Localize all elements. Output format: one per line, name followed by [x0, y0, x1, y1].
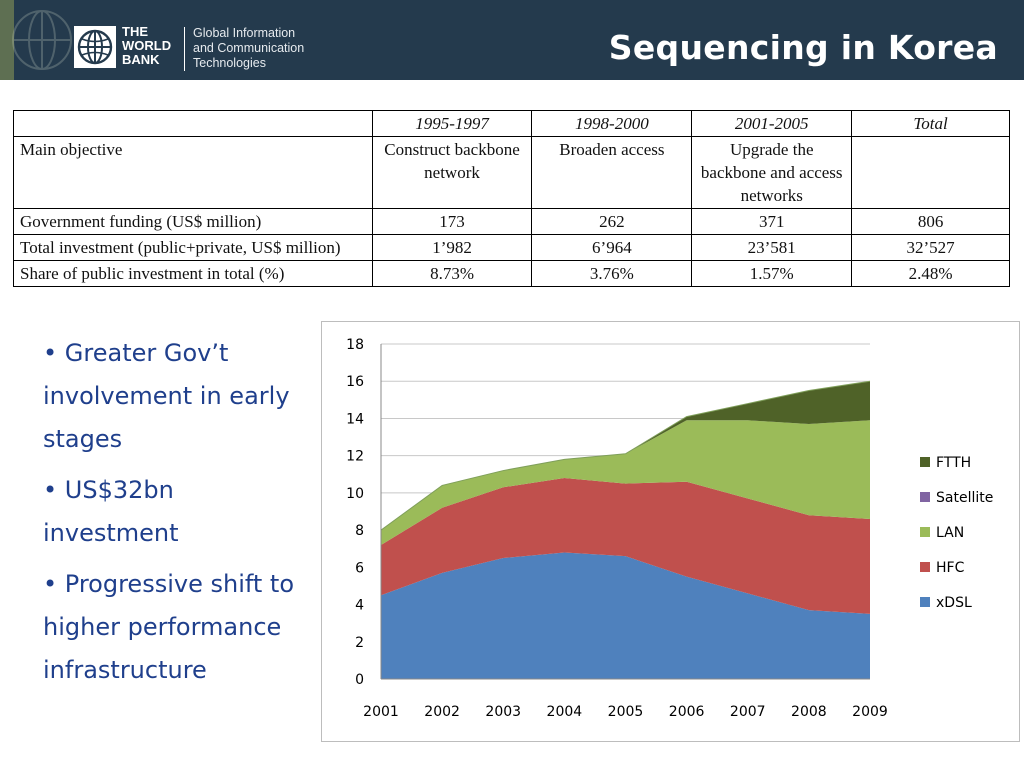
area-series-hfc — [381, 478, 870, 614]
row-label: Share of public investment in total (%) — [13, 260, 373, 287]
y-tick-label: 18 — [346, 337, 364, 353]
legend-swatch-hfc — [920, 562, 930, 572]
chart-canvas: 0 2 4 6 8 10 12 14 16 18 2001 2002 2003 2004 2005 2006 2… — [346, 337, 993, 720]
table-cell: 2.48% — [851, 260, 1010, 287]
x-tick-label: 2001 — [363, 704, 399, 720]
table-header-cell: 2001-2005 — [691, 110, 853, 137]
header-accent-band — [0, 0, 14, 80]
table-cell: 262 — [531, 208, 693, 235]
y-tick-label: 14 — [346, 411, 364, 427]
x-tick-label: 2007 — [730, 704, 766, 720]
table-header-cell: Total — [851, 110, 1010, 137]
broadband-area-chart: 0 2 4 6 8 10 12 14 16 18 2001 2002 2003 2004 2005 2006 2… — [321, 321, 1020, 742]
y-tick-label: 4 — [355, 598, 364, 614]
slide-title: Sequencing in Korea — [608, 28, 998, 67]
x-tick-label: 2008 — [791, 704, 827, 720]
table-cell: 1’982 — [371, 234, 533, 261]
table-cell: 6’964 — [531, 234, 693, 261]
logo-divider — [184, 27, 185, 71]
logo-sub-line-1: Global Information — [193, 26, 296, 40]
area-series-lan — [381, 420, 870, 545]
x-tick-label: 2004 — [547, 704, 583, 720]
legend-swatch-xdsl — [920, 597, 930, 607]
row-label: Government funding (US$ million) — [13, 208, 373, 235]
table-cell: 173 — [371, 208, 533, 235]
legend-label-satellite: Satellite — [936, 490, 993, 506]
legend-swatch-lan — [920, 527, 930, 537]
area-series-ftth — [381, 381, 870, 531]
logo-line-3: BANK — [122, 52, 160, 67]
bullet-item: • Progressive shift to higher performanc… — [43, 570, 295, 684]
table-cell: 806 — [851, 208, 1010, 235]
legend-label-xdsl: xDSL — [936, 595, 972, 611]
x-tick-label: 2005 — [608, 704, 644, 720]
bullet-item: • Greater Gov’t involvement in early sta… — [43, 339, 290, 453]
globe-watermark-icon — [12, 10, 72, 70]
row-label: Main objective — [13, 136, 373, 209]
x-tick-label: 2006 — [669, 704, 705, 720]
legend-label-ftth: FTTH — [936, 455, 971, 471]
bullet-item: • US$32bn investment — [43, 476, 179, 547]
table-cell — [851, 136, 1010, 209]
y-tick-label: 16 — [346, 374, 364, 390]
logo-line-2: WORLD — [122, 38, 172, 53]
logo-line-1: THE — [122, 24, 148, 39]
y-tick-label: 0 — [355, 672, 364, 688]
table-cell: Upgrade the backbone and access networks — [691, 136, 853, 209]
investment-table: 1995-1997 1998-2000 2001-2005 Total Main… — [13, 110, 1010, 287]
legend-swatch-satellite — [920, 492, 930, 502]
table-row: Total investment (public+private, US$ mi… — [13, 234, 1010, 261]
table-row: Main objective Construct backbone networ… — [13, 136, 1010, 209]
area-series-xdsl — [381, 552, 870, 679]
y-tick-label: 10 — [346, 486, 364, 502]
x-tick-label: 2003 — [485, 704, 521, 720]
x-tick-label: 2009 — [852, 704, 888, 720]
logo-subtitle: Global Information and Communication Tec… — [193, 26, 304, 71]
y-tick-label: 8 — [355, 523, 364, 539]
table-cell: 8.73% — [371, 260, 533, 287]
logo-wordmark: THE WORLD BANK — [122, 25, 171, 67]
header-bar: THE WORLD BANK Global Information and Co… — [0, 0, 1024, 80]
table-header-cell — [13, 110, 373, 137]
y-tick-label: 6 — [355, 560, 364, 576]
table-cell: Construct backbone network — [371, 136, 533, 209]
table-cell: 3.76% — [531, 260, 693, 287]
table-header-row: 1995-1997 1998-2000 2001-2005 Total — [13, 110, 1010, 137]
table-row: Share of public investment in total (%) … — [13, 260, 1010, 287]
legend-swatch-ftth — [920, 457, 930, 467]
table-cell: 23’581 — [691, 234, 853, 261]
y-tick-label: 2 — [355, 635, 364, 651]
stack-top-outline — [380, 380, 871, 531]
table-cell: Broaden access — [531, 136, 693, 209]
y-tick-label: 12 — [346, 449, 364, 465]
globe-icon — [77, 29, 113, 65]
x-tick-label: 2002 — [424, 704, 460, 720]
legend-label-lan: LAN — [936, 525, 964, 541]
table-cell: 1.57% — [691, 260, 853, 287]
legend-label-hfc: HFC — [936, 560, 965, 576]
table-header-cell: 1998-2000 — [531, 110, 693, 137]
row-label: Total investment (public+private, US$ mi… — [13, 234, 373, 261]
logo-sub-line-3: Technologies — [193, 56, 266, 70]
logo-sub-line-2: and Communication — [193, 41, 305, 55]
table-cell: 371 — [691, 208, 853, 235]
world-bank-logo — [74, 26, 116, 68]
table-header-cell: 1995-1997 — [371, 110, 533, 137]
table-cell: 32’527 — [851, 234, 1010, 261]
bullet-list: • Greater Gov’t involvement in early sta… — [43, 332, 313, 700]
table-row: Government funding (US$ million) 173 262… — [13, 208, 1010, 235]
